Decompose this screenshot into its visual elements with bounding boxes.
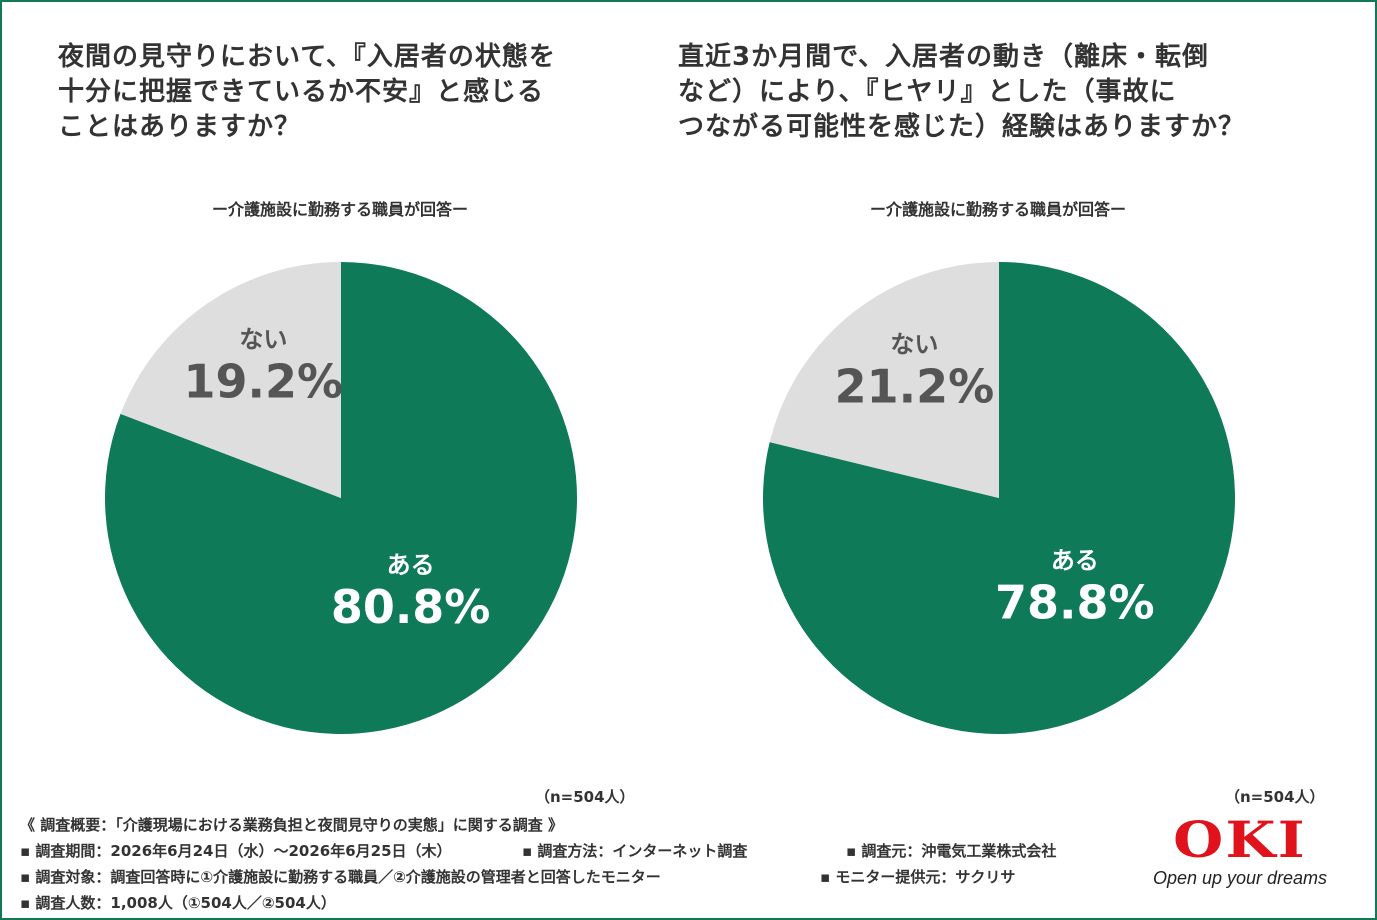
left-slice-label-yes: ある <box>387 551 435 579</box>
left-chart-subtitle: ー介護施設に勤務する職員が回答ー <box>211 200 468 219</box>
oki-logo: OKI Open up your dreams <box>1130 810 1350 889</box>
left-slice-value-no: 19.2% <box>184 354 344 408</box>
left-slice-no <box>120 262 341 498</box>
left-slice-label-no: ない <box>239 325 287 353</box>
right-slice-no <box>769 262 999 498</box>
right-sample-size: （n=504人） <box>1225 788 1325 806</box>
survey-target: ▪ 調査対象：調査回答時に①介護施設に勤務する職員／②介護施設の管理者と回答した… <box>20 868 661 886</box>
survey-notes: 《 調査概要：「介護現場における業務負担と夜間見守りの実態」に関する調査 》 ▪… <box>20 814 1130 918</box>
survey-period: ▪ 調査期間：2026年6月24日（水）～2026年6月25日（木） <box>20 842 452 860</box>
left-chart-title: 夜間の見守りにおいて、『入居者の状態を 十分に把握できているか不安』と感じる こ… <box>58 42 556 142</box>
left-sample-size: （n=504人） <box>535 788 635 806</box>
right-slice-value-yes: 78.8% <box>995 575 1155 629</box>
left-slice-yes <box>104 262 577 734</box>
right-slice-value-no: 21.2% <box>835 359 995 413</box>
right-slice-label-no: ない <box>890 330 938 358</box>
survey-count: ▪ 調査人数：1,008人（①504人／②504人） <box>20 894 336 912</box>
oki-logo-word: OKI <box>1173 810 1307 869</box>
left-slice-value-yes: 80.8% <box>331 580 491 634</box>
survey-provider: ▪ モニター提供元：サクリサ <box>820 868 1016 886</box>
survey-method: ▪ 調査方法：インターネット調査 <box>522 842 748 860</box>
survey-overview: 《 調査概要：「介護現場における業務負担と夜間見守りの実態」に関する調査 》 <box>20 816 563 834</box>
right-slice-label-yes: ある <box>1051 546 1099 574</box>
oki-logo-tagline: Open up your dreams <box>1152 868 1328 888</box>
survey-source: ▪ 調査元：沖電気工業株式会社 <box>846 842 1057 860</box>
right-chart-subtitle: ー介護施設に勤務する職員が回答ー <box>869 200 1126 219</box>
right-chart-title: 直近3か月間で、入居者の動き（離床・転倒 など）により、『ヒヤリ』とした（事故に… <box>678 42 1246 142</box>
